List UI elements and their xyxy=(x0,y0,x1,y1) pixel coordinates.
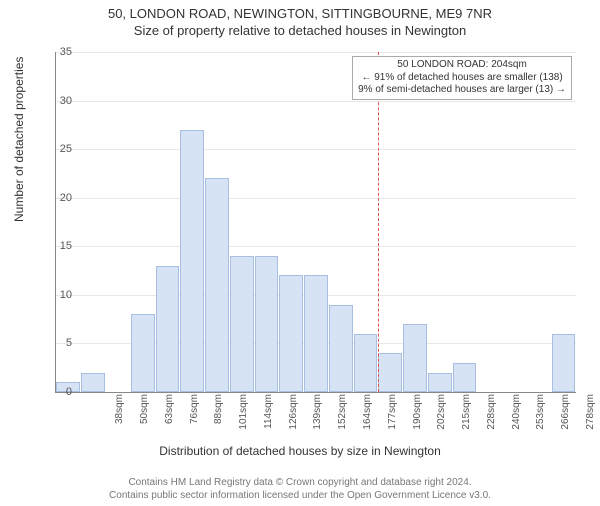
x-tick-label: 152sqm xyxy=(337,394,348,444)
histogram-bar xyxy=(279,275,303,392)
histogram-bar xyxy=(304,275,328,392)
x-tick-label: 190sqm xyxy=(412,394,423,444)
x-tick-label: 266sqm xyxy=(560,394,571,444)
y-axis-label: Number of detached properties xyxy=(12,57,26,222)
annotation-line: ← 91% of detached houses are smaller (13… xyxy=(358,72,566,85)
annotation-box: 50 LONDON ROAD: 204sqm← 91% of detached … xyxy=(352,56,572,100)
histogram-bar xyxy=(329,305,353,392)
histogram-bar xyxy=(354,334,378,392)
x-tick-label: 38sqm xyxy=(114,394,125,444)
x-tick-label: 278sqm xyxy=(585,394,596,444)
footer-attribution: Contains HM Land Registry data © Crown c… xyxy=(0,477,600,502)
histogram-bar xyxy=(230,256,254,392)
x-tick-label: 228sqm xyxy=(486,394,497,444)
histogram-bar xyxy=(156,266,180,392)
gridline xyxy=(56,246,576,247)
x-tick-label: 177sqm xyxy=(387,394,398,444)
y-tick-label: 15 xyxy=(32,240,72,252)
y-tick-label: 30 xyxy=(32,95,72,107)
y-tick-label: 10 xyxy=(32,289,72,301)
y-tick-label: 5 xyxy=(32,337,72,349)
gridline xyxy=(56,198,576,199)
histogram-bar xyxy=(81,373,105,392)
footer-line2: Contains public sector information licen… xyxy=(0,490,600,503)
chart-container: Number of detached properties 50 LONDON … xyxy=(0,42,600,442)
gridline xyxy=(56,101,576,102)
y-tick-label: 0 xyxy=(32,386,72,398)
histogram-bar xyxy=(180,130,204,392)
chart-title-subtitle: Size of property relative to detached ho… xyxy=(0,23,600,38)
x-axis-label: Distribution of detached houses by size … xyxy=(0,444,600,458)
x-tick-label: 139sqm xyxy=(312,394,323,444)
x-tick-label: 202sqm xyxy=(436,394,447,444)
histogram-bar xyxy=(255,256,279,392)
x-tick-label: 50sqm xyxy=(139,394,150,444)
x-tick-label: 240sqm xyxy=(511,394,522,444)
histogram-bar xyxy=(552,334,576,392)
gridline xyxy=(56,149,576,150)
annotation-line: 9% of semi-detached houses are larger (1… xyxy=(358,84,566,97)
marker-line xyxy=(378,52,379,392)
histogram-bar xyxy=(131,314,155,392)
histogram-bar xyxy=(403,324,427,392)
x-tick-label: 101sqm xyxy=(238,394,249,444)
x-tick-label: 88sqm xyxy=(213,394,224,444)
y-tick-label: 20 xyxy=(32,192,72,204)
x-tick-label: 215sqm xyxy=(461,394,472,444)
histogram-bar xyxy=(453,363,477,392)
plot-area: 50 LONDON ROAD: 204sqm← 91% of detached … xyxy=(55,52,576,393)
histogram-bar xyxy=(378,353,402,392)
x-tick-label: 164sqm xyxy=(362,394,373,444)
x-tick-label: 126sqm xyxy=(288,394,299,444)
annotation-line: 50 LONDON ROAD: 204sqm xyxy=(358,59,566,72)
footer-line1: Contains HM Land Registry data © Crown c… xyxy=(0,477,600,490)
x-tick-label: 63sqm xyxy=(164,394,175,444)
gridline xyxy=(56,52,576,53)
x-tick-label: 76sqm xyxy=(189,394,200,444)
x-tick-label: 114sqm xyxy=(263,394,274,444)
x-tick-label: 253sqm xyxy=(535,394,546,444)
chart-title-address: 50, LONDON ROAD, NEWINGTON, SITTINGBOURN… xyxy=(0,6,600,21)
y-tick-label: 35 xyxy=(32,46,72,58)
histogram-bar xyxy=(205,178,229,392)
histogram-bar xyxy=(428,373,452,392)
y-tick-label: 25 xyxy=(32,143,72,155)
